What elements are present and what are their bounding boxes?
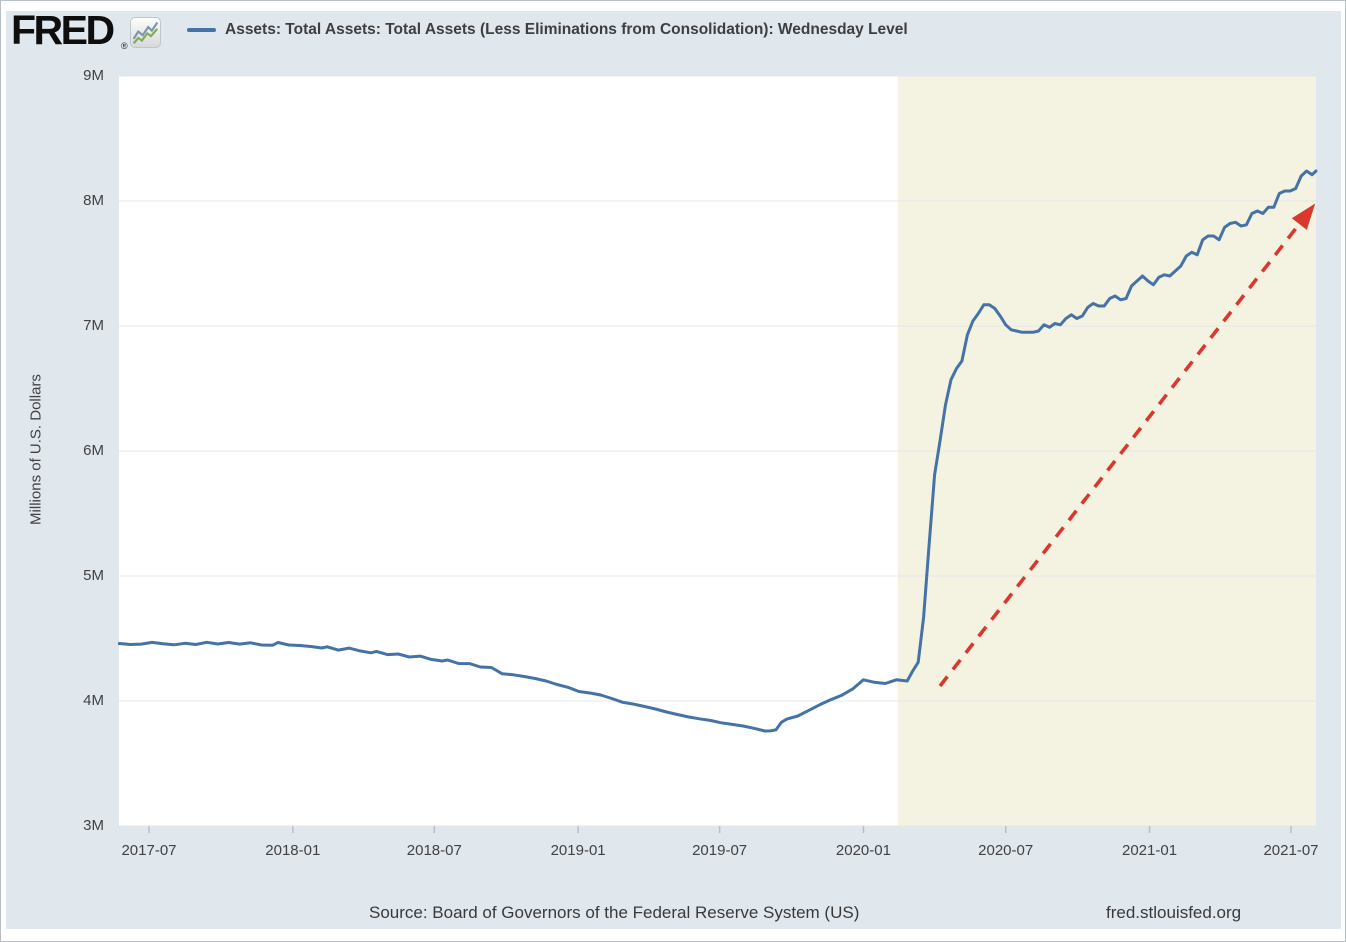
series-line	[117, 169, 1318, 733]
x-tick-label: 2021-01	[1121, 842, 1178, 859]
legend-series-label: Assets: Total Assets: Total Assets (Less…	[225, 21, 908, 38]
fred-site-link[interactable]: fred.stlouisfed.org	[1106, 903, 1242, 922]
x-tick-label: 2021-07	[1263, 842, 1319, 859]
y-tick-label: 6M	[83, 442, 104, 459]
y-tick-label: 5M	[83, 567, 104, 584]
sparkline-icon	[130, 17, 161, 48]
y-tick-label: 9M	[83, 67, 104, 84]
y-tick-label: 3M	[83, 817, 104, 834]
y-tick-label: 8M	[83, 192, 104, 209]
x-tick-label: 2019-07	[692, 842, 748, 859]
chart-legend: Assets: Total Assets: Total Assets (Less…	[187, 21, 908, 39]
x-tick-label: 2020-01	[835, 842, 891, 859]
y-tick-label: 4M	[83, 692, 104, 709]
legend-line-swatch	[187, 28, 216, 32]
fred-logo: FRED	[11, 7, 115, 53]
x-tick-label: 2018-07	[406, 842, 462, 859]
y-tick-label: 7M	[83, 317, 104, 334]
annotation-arrow-shaft	[938, 222, 1301, 688]
source-attribution: Source: Board of Governors of the Federa…	[369, 903, 860, 922]
y-axis-title: Millions of U.S. Dollars	[27, 374, 45, 525]
x-tick-label: 2018-01	[265, 842, 321, 859]
annotation-arrow-head	[1291, 203, 1316, 230]
x-tick-label: 2017-07	[121, 842, 177, 859]
x-tick-label: 2019-01	[550, 842, 606, 859]
registered-mark: ®	[121, 41, 128, 51]
x-tick-label: 2020-07	[978, 842, 1034, 859]
